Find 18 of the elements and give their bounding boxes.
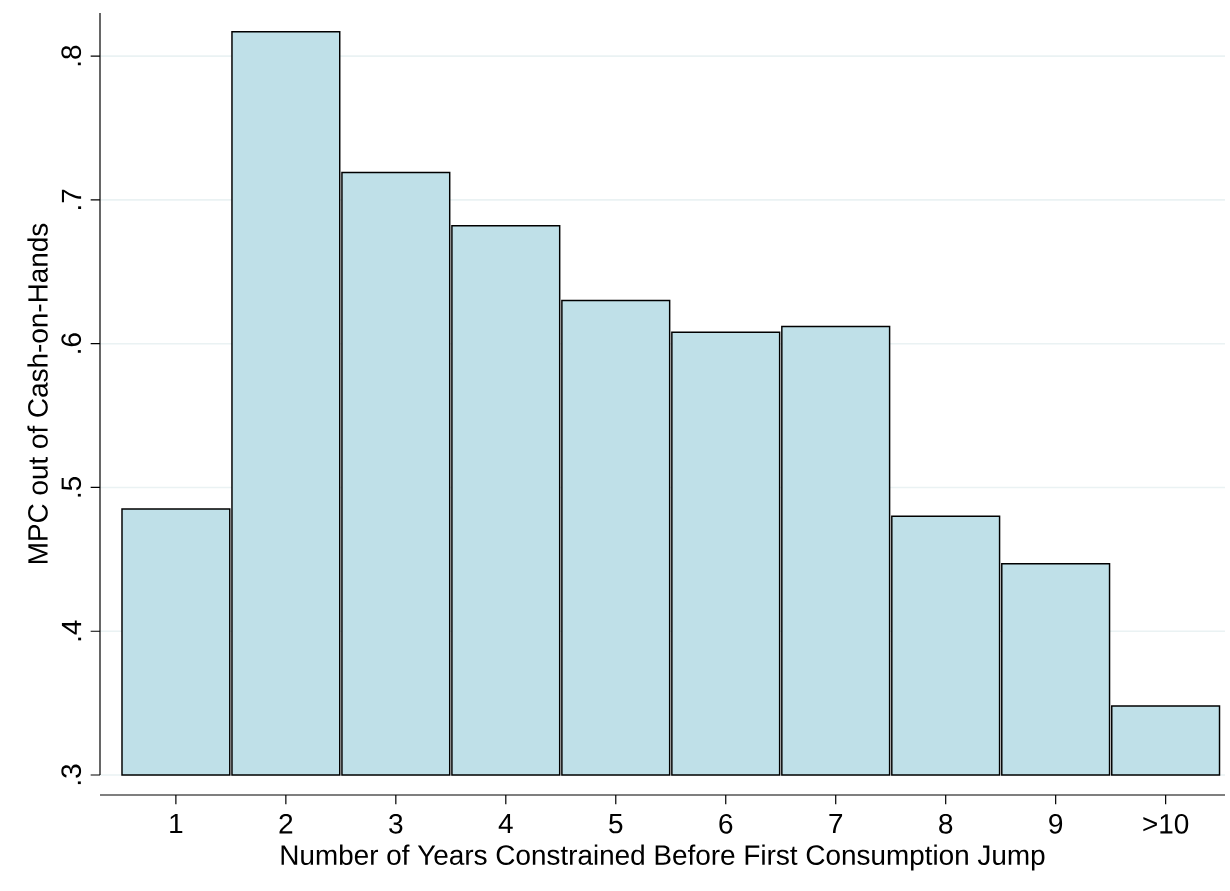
x-tick-label: 5: [609, 813, 623, 834]
y-tick-label: .5: [61, 477, 82, 497]
x-tick-label: 3: [389, 813, 403, 834]
x-tick-label: 4: [498, 813, 513, 834]
x-tick-label: 8: [939, 813, 953, 834]
y-tick-label: .7: [61, 189, 82, 209]
x-tick-label: 2: [279, 813, 293, 834]
y-axis-title: MPC out of Cash-on-Hands: [27, 223, 48, 564]
y-tick-label: .8: [61, 45, 82, 66]
y-tick-label: .6: [61, 333, 82, 353]
x-tick-label: 9: [1049, 813, 1063, 834]
x-tick-label: >10: [1143, 813, 1189, 834]
x-axis-title: Number of Years Constrained Before First Consumption Jump: [281, 844, 1045, 871]
y-tick-label: .4: [61, 620, 82, 641]
x-tick-label: 6: [719, 813, 733, 834]
x-tick-label: 1: [170, 813, 183, 834]
x-tick-label: 7: [829, 813, 843, 834]
y-tick-label: .3: [61, 764, 82, 785]
